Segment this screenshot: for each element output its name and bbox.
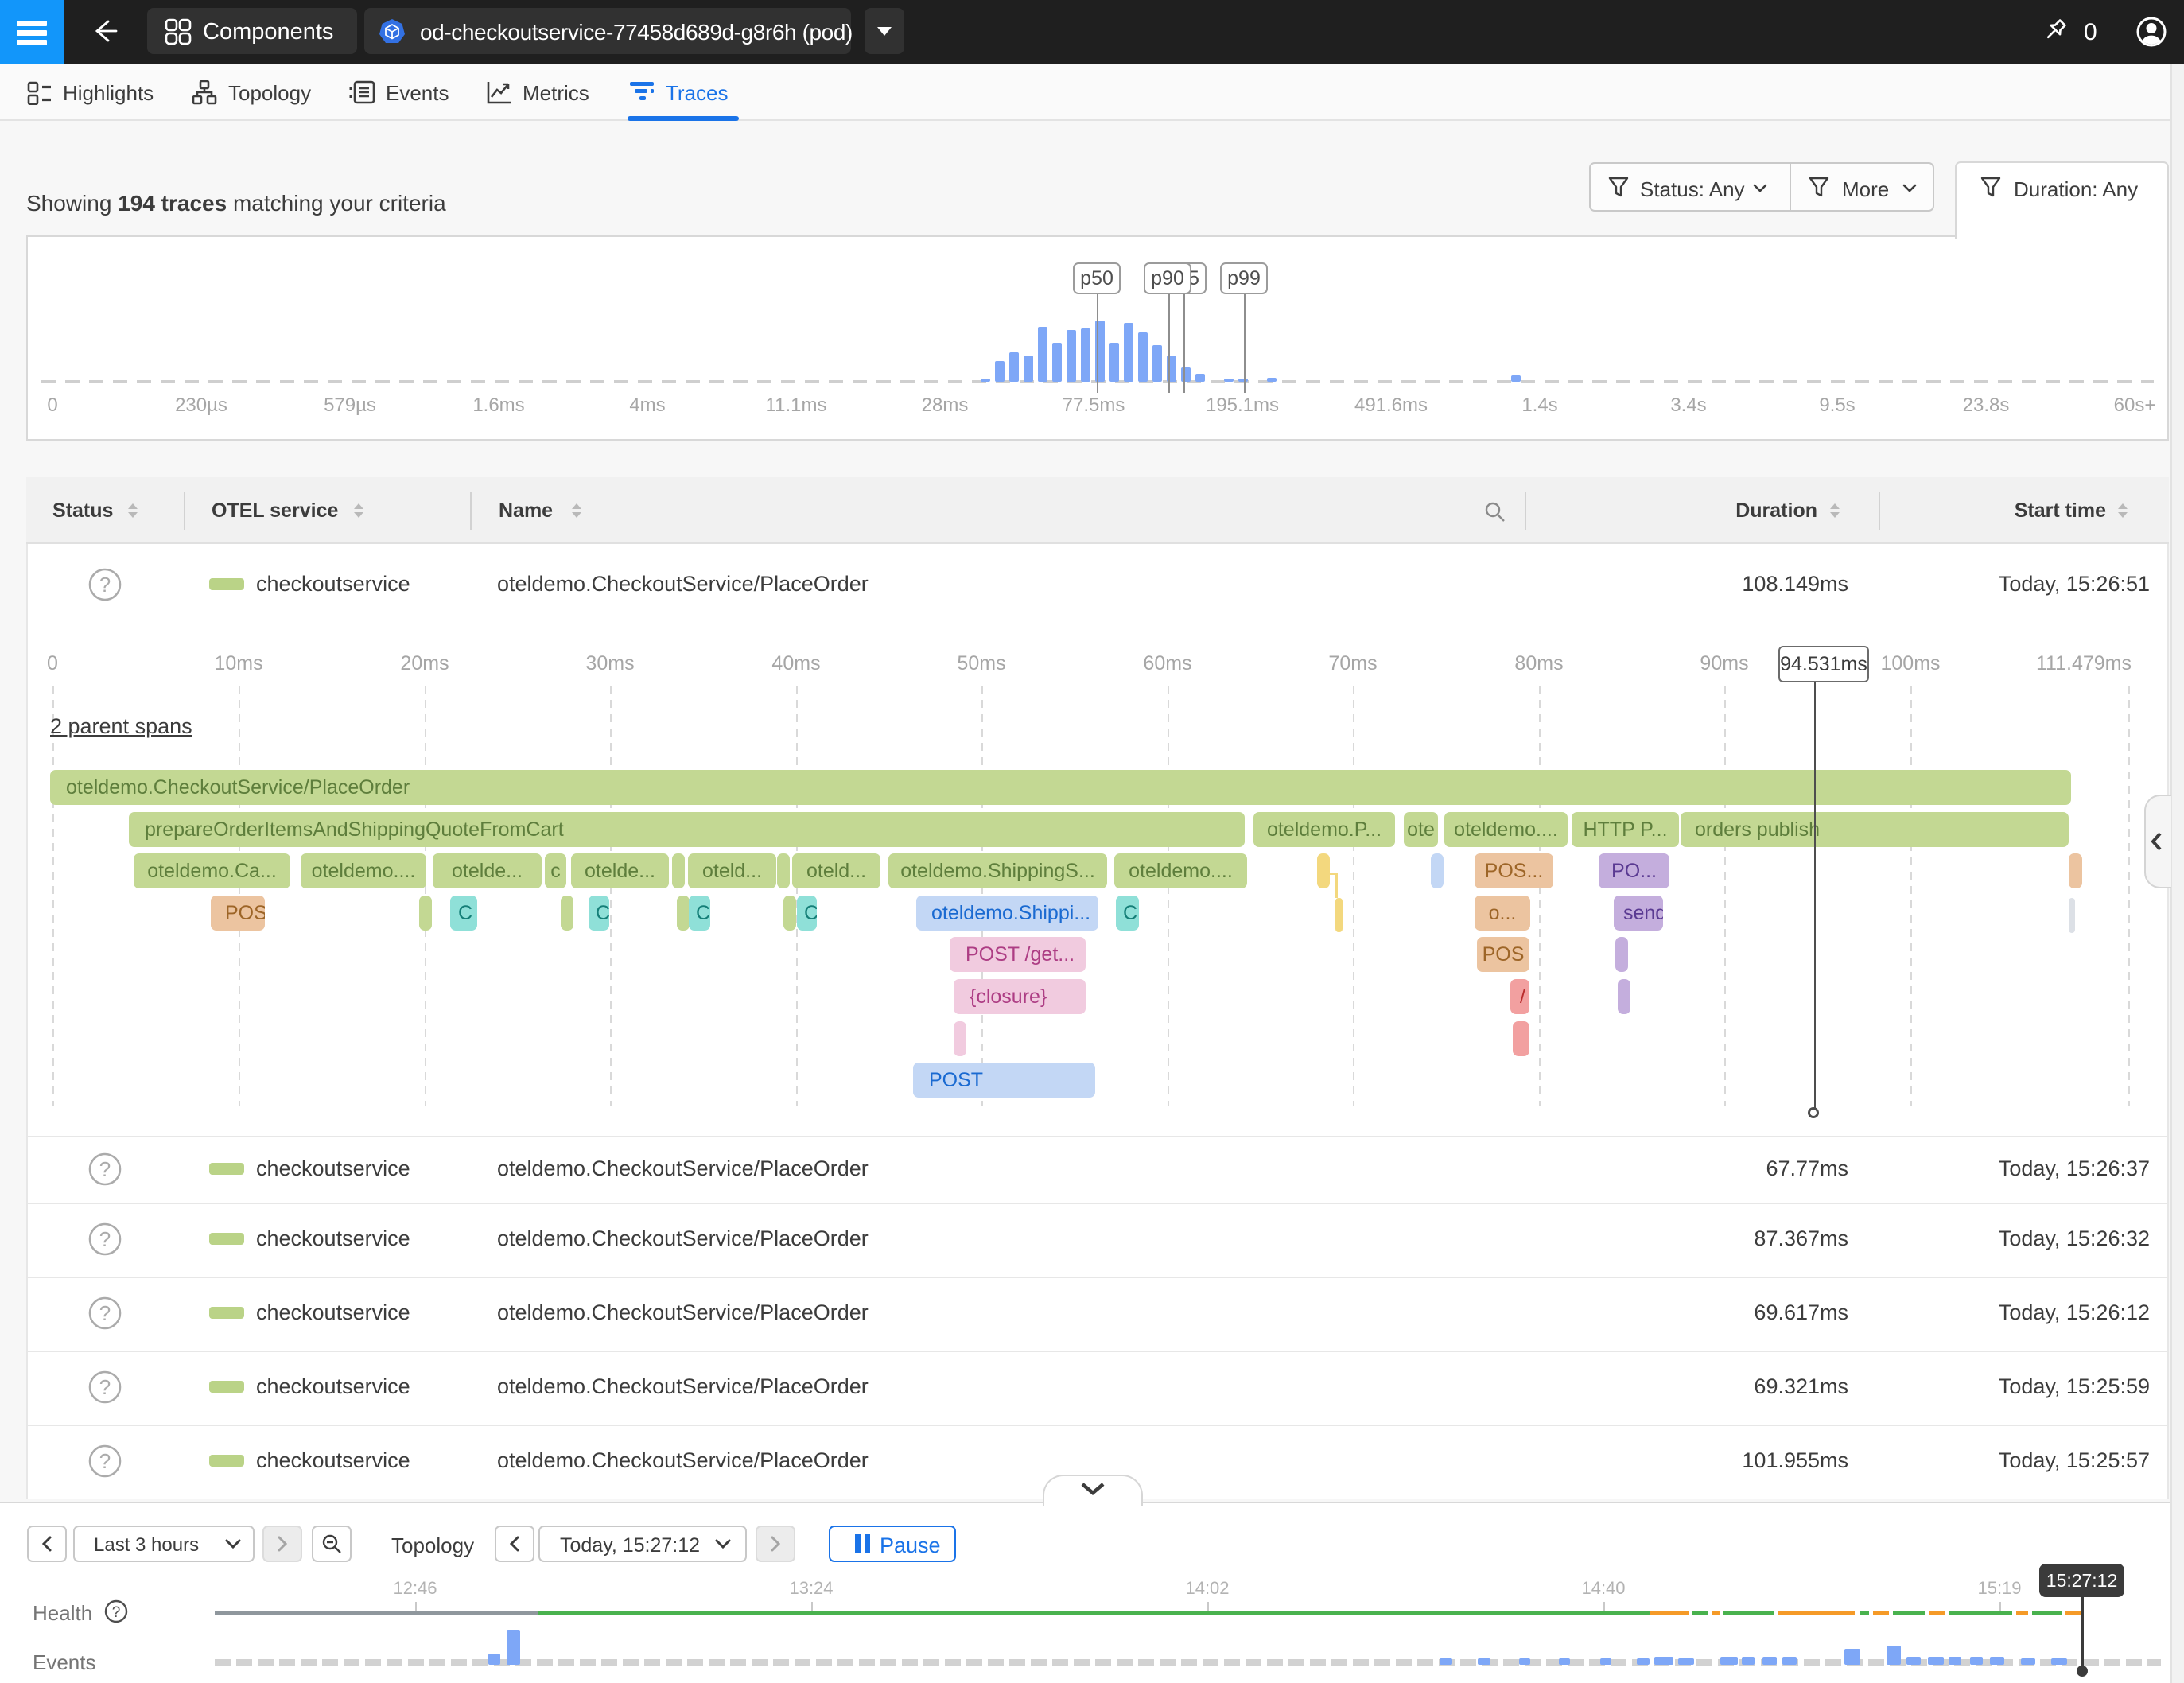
svg-text:?: ? bbox=[99, 573, 111, 597]
svg-text:?: ? bbox=[99, 1227, 111, 1251]
svg-text:?: ? bbox=[99, 1301, 111, 1325]
svg-text:?: ? bbox=[99, 1449, 111, 1473]
svg-text:?: ? bbox=[112, 1604, 121, 1621]
svg-text:?: ? bbox=[99, 1157, 111, 1181]
svg-text:?: ? bbox=[99, 1375, 111, 1399]
